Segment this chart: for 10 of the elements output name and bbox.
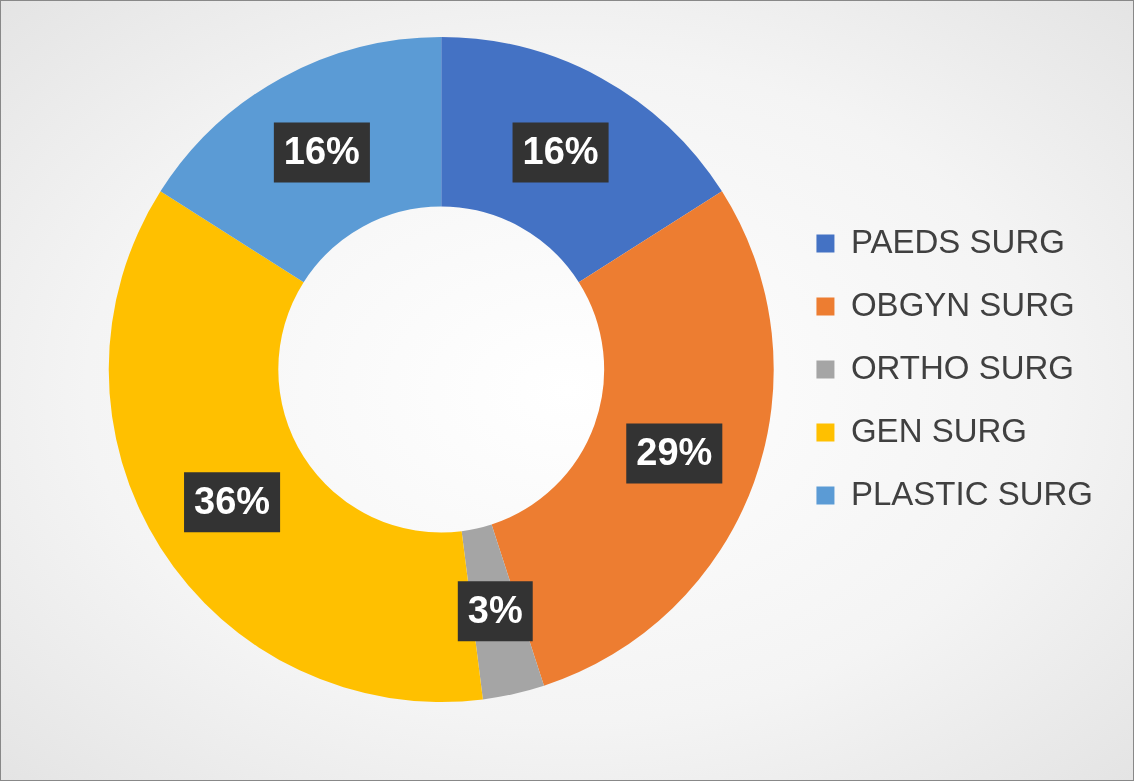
legend-label: OBGYN SURG: [850, 285, 1075, 323]
legend-label: GEN SURG: [850, 411, 1027, 449]
legend-label: PLASTIC SURG: [850, 474, 1094, 512]
legend-label: ORTHO SURG: [850, 348, 1075, 386]
data-label: 36%: [194, 479, 271, 522]
data-label: 16%: [283, 129, 360, 172]
data-label: 29%: [636, 430, 713, 473]
data-label: 16%: [522, 129, 599, 172]
legend-label: PAEDS SURG: [850, 222, 1065, 260]
data-label: 3%: [467, 588, 523, 631]
